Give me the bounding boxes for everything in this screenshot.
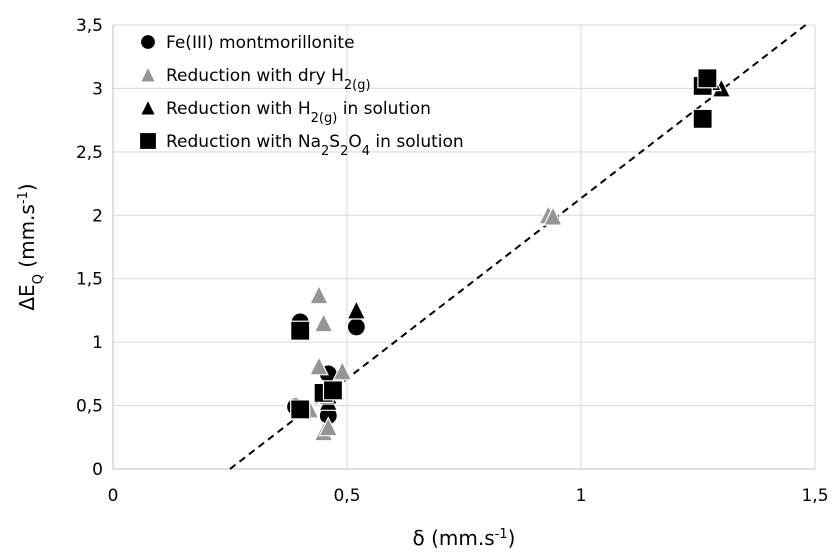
point <box>290 320 311 341</box>
y-axis-title-part: ΔE <box>15 284 39 310</box>
legend-label-part: Reduction with H <box>166 99 311 119</box>
y-tick-label: 1 <box>92 333 103 353</box>
x-axis-title-part: δ (mm.s <box>413 526 495 550</box>
legend-label: Reduction with H2(g) in solution <box>166 99 431 126</box>
legend-label: Reduction with dry H2(g) <box>166 66 371 93</box>
y-axis-title: ΔEQ (mm.s-1) <box>15 183 46 310</box>
legend-label-part: 2 <box>340 144 348 159</box>
y-tick-label: 2 <box>92 206 103 226</box>
legend-label-part: Fe(III) montmorillonite <box>166 33 355 53</box>
legend-label-part: Reduction with dry H <box>166 66 344 86</box>
legend-label-part: S <box>329 132 340 152</box>
x-tick-label: 1 <box>576 486 587 506</box>
point <box>313 312 334 333</box>
legend-label-part: 4 <box>362 144 370 159</box>
y-axis-title-sup: -1 <box>16 191 31 204</box>
x-tick-label: 0,5 <box>333 486 360 506</box>
legend-label-part: 2(g) <box>311 111 338 126</box>
y-axis-title-part: ) <box>15 183 39 191</box>
y-tick-label: 1,5 <box>76 270 103 290</box>
legend-label-part: Reduction with Na <box>166 132 321 152</box>
x-axis-title: δ (mm.s-1) <box>413 526 516 550</box>
x-axis-title-part: ) <box>508 526 516 550</box>
legend-marker <box>139 98 157 116</box>
legend-label: Reduction with Na2S2O4 in solution <box>166 132 464 159</box>
y-tick-label: 3 <box>92 79 103 99</box>
legend-label-part: O <box>348 132 361 152</box>
legend-label-part: in solution <box>370 132 464 152</box>
point <box>542 205 563 226</box>
x-axis-title-sup: -1 <box>495 527 508 542</box>
legend-marker <box>139 33 157 51</box>
legend-label-part: 2 <box>321 144 329 159</box>
point <box>697 68 718 89</box>
legend-marker <box>138 131 158 151</box>
legend-label: Fe(III) montmorillonite <box>166 33 355 53</box>
point <box>692 108 713 129</box>
legend-marker <box>139 65 157 83</box>
y-tick-label: 2,5 <box>76 143 103 163</box>
point <box>290 399 311 420</box>
x-tick-label: 0 <box>108 486 119 506</box>
x-tick-label: 1,5 <box>801 486 828 506</box>
point <box>308 284 329 305</box>
point <box>346 317 366 337</box>
point <box>332 360 353 381</box>
y-axis-title-sub: Q <box>31 274 46 284</box>
y-axis-title-part: (mm.s <box>15 204 39 274</box>
y-tick-label: 0,5 <box>76 397 103 417</box>
point <box>322 380 344 401</box>
point <box>318 416 339 437</box>
legend-label-part: in solution <box>337 99 431 119</box>
point <box>308 355 329 376</box>
y-tick-label: 0 <box>92 460 103 480</box>
point <box>346 299 367 320</box>
legend-label-part: 2(g) <box>344 78 371 93</box>
y-tick-label: 3,5 <box>76 16 103 36</box>
